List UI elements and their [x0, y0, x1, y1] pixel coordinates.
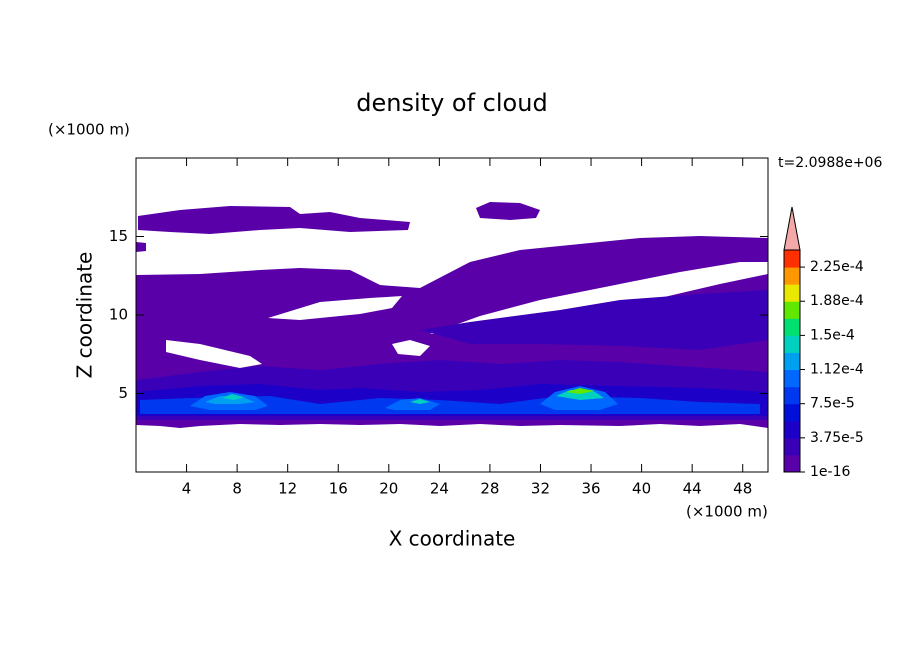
colorbar-tick-label: 7.5e-5 [810, 396, 855, 412]
x-tick-label: 4 [182, 480, 192, 498]
colorbar-swatch [784, 301, 800, 319]
colorbar: 1e-16 3.75e-5 7.5e-5 1.12e-4 1.5e-4 1.88e-4 2.… [783, 206, 864, 480]
x-tick-label: 32 [531, 480, 550, 498]
colorbar-tick-label: 2.25e-4 [810, 259, 864, 275]
contour-hole [430, 262, 768, 334]
contour-region [410, 399, 430, 404]
y-tick-label: 15 [109, 227, 128, 245]
colorbar-swatch [784, 420, 800, 439]
contour-field [136, 202, 768, 428]
colorbar-swatch [784, 437, 800, 456]
colorbar-swatch [784, 250, 800, 268]
time-label: t=2.0988e+06 [778, 155, 882, 171]
colorbar-swatch [784, 369, 800, 388]
colorbar-tick-label: 1e-16 [810, 464, 850, 480]
colorbar-swatch [784, 352, 800, 371]
y-axis-label: Z coordinate [73, 252, 97, 379]
x-tick-label: 36 [581, 480, 600, 498]
colorbar-swatch [784, 454, 800, 473]
contour-region [566, 388, 594, 394]
x-tick-label: 20 [379, 480, 398, 498]
colorbar-swatch [784, 267, 800, 285]
colorbar-overflow [783, 206, 801, 251]
colorbar-swatch [784, 318, 800, 336]
contour-region [556, 390, 604, 400]
x-tick-label: 16 [329, 480, 348, 498]
colorbar-tick-label: 1.88e-4 [810, 293, 864, 309]
y-tick-label: 5 [118, 384, 128, 402]
x-axis-label: X coordinate [389, 527, 516, 551]
colorbar-swatch [784, 335, 800, 353]
chart-title: density of cloud [356, 89, 547, 117]
x-tick-label: 40 [632, 480, 651, 498]
y-unit: (×1000 m) [48, 121, 130, 139]
colorbar-tick-label: 1.5e-4 [810, 327, 855, 343]
contour-region [420, 290, 768, 350]
colorbar-swatch [784, 403, 800, 422]
colorbar-swatch [784, 386, 800, 405]
y-tick-label: 10 [109, 306, 128, 324]
contour-hole [268, 296, 402, 320]
x-tick-label: 12 [278, 480, 297, 498]
x-unit: (×1000 m) [686, 503, 768, 521]
x-tick-label: 44 [683, 480, 702, 498]
contour-region [476, 202, 540, 220]
x-tick-label: 24 [430, 480, 449, 498]
contour-region [136, 242, 146, 252]
contour-hole [392, 340, 430, 356]
colorbar-swatch [784, 284, 800, 302]
x-tick-label: 28 [480, 480, 499, 498]
contour-hole [166, 340, 262, 368]
contour-region [222, 394, 244, 400]
contour-region [138, 206, 410, 234]
colorbar-tick-label: 3.75e-5 [810, 430, 864, 446]
x-tick-label: 48 [733, 480, 752, 498]
contour-region [205, 396, 255, 404]
colorbar-tick-label: 1.12e-4 [810, 362, 864, 378]
x-tick-label: 8 [232, 480, 242, 498]
colorbar-frame [783, 249, 801, 473]
